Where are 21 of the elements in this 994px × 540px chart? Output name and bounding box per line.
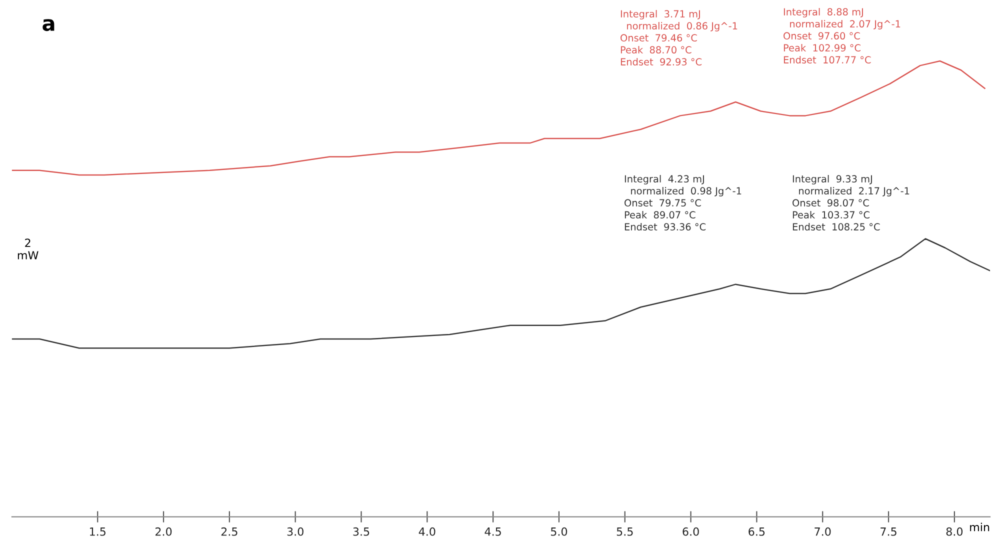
x-tick-label: 8.0: [946, 527, 963, 536]
x-tick-label: 2.0: [156, 527, 172, 536]
x-tick-label: 5.5: [616, 528, 633, 536]
x-axis-title: min: [970, 522, 990, 532]
annotation: Integral 4.23 mJ normalized 0.98 Jg^-1 Onset 79.75 °C Peak 89.07 °C Endset 93.36 °C: [624, 175, 742, 231]
x-tick-label: 4.0: [418, 527, 436, 536]
annotation: Integral 3.71 mJ normalized 0.86 Jg^-1 Onset 79.46 °C Peak 88.70 °C Endset 92.93 °C: [620, 10, 738, 66]
y-axis-title: 2 mW: [18, 238, 38, 260]
x-tick-label: 7.0: [814, 527, 831, 536]
x-tick-label: 2.5: [221, 527, 238, 536]
x-tick-label: 6.0: [682, 527, 699, 536]
x-tick-label: 1.5: [90, 528, 106, 536]
annotation: Integral 9.33 mJ normalized 2.17 Jg^-1 Onset 98.07 °C Peak 103.37 °C Endset 108.25 °C: [792, 175, 910, 231]
x-tick-label: 5.0: [551, 527, 568, 536]
x-tick-label: 7.5: [880, 528, 896, 536]
annotation: Integral 8.88 mJ normalized 2.07 Jg^-1 Onset 97.60 °C Peak 102.99 °C Endset 107.77 °C: [784, 8, 900, 64]
x-tick-label: 3.0: [287, 527, 304, 536]
x-tick-label: 6.5: [748, 527, 765, 536]
x-tick-label: 4.5: [484, 528, 501, 536]
x-tick-label: 3.5: [353, 527, 370, 536]
chart-title: a: [42, 19, 54, 32]
